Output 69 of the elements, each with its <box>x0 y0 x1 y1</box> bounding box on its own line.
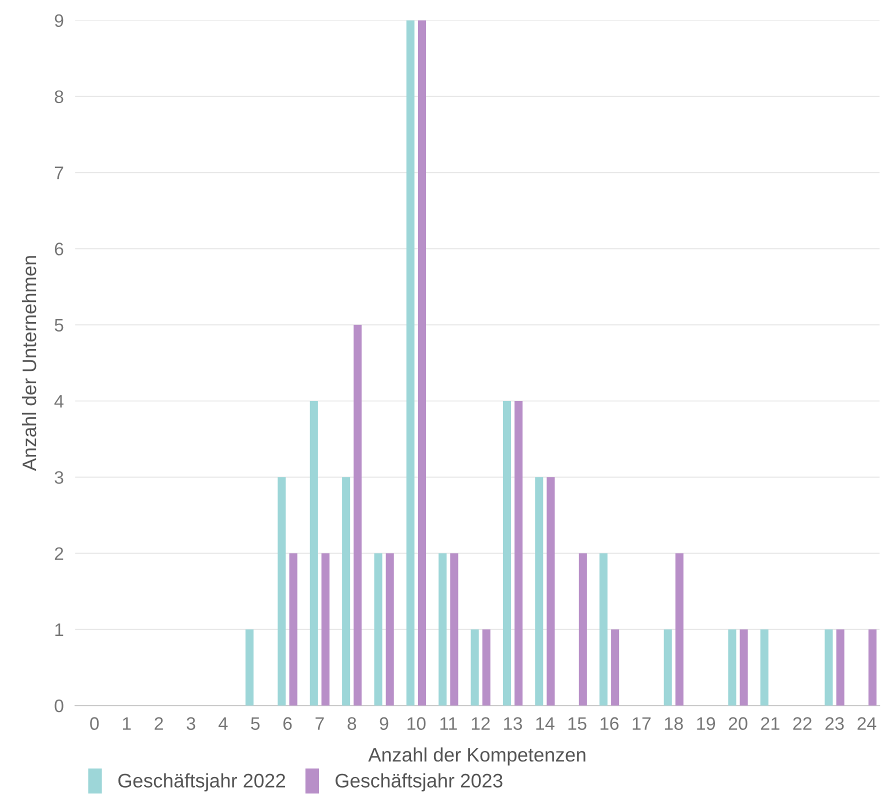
x-tick-label: 5 <box>251 717 260 730</box>
bar <box>535 477 544 706</box>
y-tick-label: 1 <box>55 624 64 636</box>
bar <box>321 553 330 706</box>
bar <box>514 400 523 706</box>
x-tick-label: 10 <box>408 717 426 730</box>
x-tick-label: 16 <box>600 717 619 730</box>
y-tick-label: 0 <box>54 700 64 712</box>
y-tick-label: 8 <box>54 90 64 104</box>
x-tick-label: 22 <box>793 717 812 730</box>
x-tick-label: 4 <box>218 717 228 730</box>
x-tick-label: 15 <box>568 717 586 730</box>
bar <box>502 400 511 706</box>
x-tick-label: 13 <box>504 717 522 730</box>
x-tick-label: 19 <box>697 717 716 730</box>
legend-label: Geschäftsjahr 2022 <box>118 773 286 792</box>
bar <box>836 629 844 706</box>
y-axis-title: Anzahl der Unternehmen <box>22 256 36 471</box>
bar <box>728 629 736 706</box>
x-tick-label: 24 <box>858 717 876 730</box>
bar <box>310 400 318 706</box>
bar <box>406 20 414 706</box>
y-tick-label: 7 <box>54 166 64 180</box>
x-tick-label: 18 <box>664 717 683 730</box>
x-tick-label: 23 <box>825 717 844 730</box>
x-axis-title: Anzahl der Kompetenzen <box>368 747 586 766</box>
y-tick-label: 5 <box>54 318 64 332</box>
bar <box>470 629 479 706</box>
bar <box>578 553 587 706</box>
bar <box>342 477 350 706</box>
bar <box>450 553 458 706</box>
bar <box>664 629 672 706</box>
x-tick-label: 12 <box>472 717 490 730</box>
y-tick-label: 3 <box>54 471 64 484</box>
x-tick-label: 8 <box>348 717 356 730</box>
bar <box>824 629 833 706</box>
x-tick-label: 21 <box>761 717 780 730</box>
legend-label: Geschäftsjahr 2023 <box>336 773 502 792</box>
bar <box>599 553 608 706</box>
bar <box>374 553 382 706</box>
y-tick-label: 9 <box>54 14 64 27</box>
y-tick-label: 6 <box>54 242 64 256</box>
x-tick-label: 9 <box>380 717 388 730</box>
x-tick-label: 3 <box>186 717 196 730</box>
bar <box>675 553 684 706</box>
bar <box>278 477 286 706</box>
x-tick-label: 2 <box>154 717 163 730</box>
bar <box>740 629 748 706</box>
bar <box>760 629 768 706</box>
x-tick-label: 7 <box>316 717 324 730</box>
x-tick-label: 0 <box>90 717 99 730</box>
y-tick-label: 4 <box>54 395 64 408</box>
x-tick-label: 20 <box>728 717 748 730</box>
bar <box>438 553 447 706</box>
x-tick-label: 1 <box>122 717 131 730</box>
bar <box>611 629 620 706</box>
y-tick-label: 2 <box>54 547 64 560</box>
x-tick-label: 11 <box>440 717 457 730</box>
bar <box>546 477 555 706</box>
bar <box>418 20 426 706</box>
bar <box>482 629 490 706</box>
bar <box>354 324 362 706</box>
x-tick-label: 17 <box>632 717 651 730</box>
bar <box>246 629 254 706</box>
x-tick-label: 14 <box>536 717 554 730</box>
bar <box>386 553 394 706</box>
bar <box>289 553 298 706</box>
bar <box>868 629 877 706</box>
x-tick-label: 6 <box>283 717 292 730</box>
